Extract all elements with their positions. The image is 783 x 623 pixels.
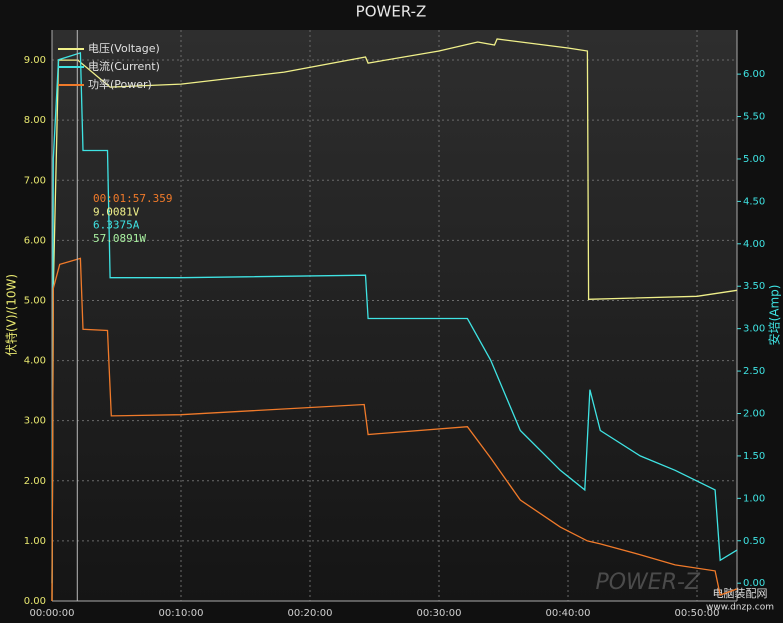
x-tick-label: 00:00:00 bbox=[30, 608, 75, 619]
y-tick-label: 2.00 bbox=[24, 476, 46, 487]
legend-label: 电流(Current) bbox=[88, 59, 160, 73]
x-tick-label: 00:30:00 bbox=[417, 608, 462, 619]
plot-area bbox=[52, 30, 737, 601]
x-tick-label: 00:50:00 bbox=[675, 608, 720, 619]
y-tick-label: 9.00 bbox=[24, 55, 46, 66]
y-tick-label: 8.00 bbox=[24, 115, 46, 126]
y-tick-label: 3.00 bbox=[24, 416, 46, 427]
legend-label: 功率(Power) bbox=[88, 77, 152, 91]
y-tick-label: 6.00 bbox=[24, 235, 46, 246]
y2-tick-label: 5.00 bbox=[743, 154, 765, 165]
y2-tick-label: 3.50 bbox=[743, 281, 765, 292]
series-line bbox=[51, 257, 738, 602]
y2-tick-label: 0.00 bbox=[743, 578, 765, 589]
series-line bbox=[51, 52, 738, 584]
y-tick-label: 1.00 bbox=[24, 536, 46, 547]
x-tick-label: 00:20:00 bbox=[288, 608, 333, 619]
watermark: POWER-Z bbox=[595, 570, 700, 595]
x-tick-label: 00:10:00 bbox=[159, 608, 204, 619]
legend-label: 电压(Voltage) bbox=[88, 42, 160, 55]
cursor-readout: 6.3375A bbox=[93, 219, 140, 232]
y2-tick-label: 4.00 bbox=[743, 239, 765, 250]
y2-tick-label: 1.00 bbox=[743, 493, 765, 504]
y-tick-label: 4.00 bbox=[24, 356, 46, 367]
x-tick-label: 00:40:00 bbox=[546, 608, 591, 619]
y-tick-label: 5.00 bbox=[24, 295, 46, 306]
y2-tick-label: 3.00 bbox=[743, 324, 765, 335]
y2-tick-label: 0.50 bbox=[743, 536, 765, 547]
y2-tick-label: 6.00 bbox=[743, 69, 765, 80]
cursor-readout: 00:01:57.359 bbox=[93, 192, 172, 205]
y2-tick-label: 5.50 bbox=[743, 112, 765, 123]
y2-tick-label: 4.50 bbox=[743, 196, 765, 207]
chart-title: POWER-Z bbox=[356, 3, 427, 21]
y-axis-label: 伏特(V)/(10W) bbox=[4, 274, 19, 356]
y2-tick-label: 2.00 bbox=[743, 408, 765, 419]
source-url: www.dnzp.com bbox=[706, 603, 774, 613]
series-line bbox=[51, 38, 738, 602]
y-tick-label: 7.00 bbox=[24, 175, 46, 186]
y-tick-label: 0.00 bbox=[24, 596, 46, 607]
cursor-readout: 9.0081V bbox=[93, 205, 140, 218]
y2-tick-label: 2.50 bbox=[743, 366, 765, 377]
y2-axis-label: 安培(Amp) bbox=[767, 285, 782, 346]
source: 电脑装配网 bbox=[713, 587, 768, 600]
cursor-readout: 57.0891W bbox=[93, 232, 146, 245]
y2-tick-label: 1.50 bbox=[743, 451, 765, 462]
